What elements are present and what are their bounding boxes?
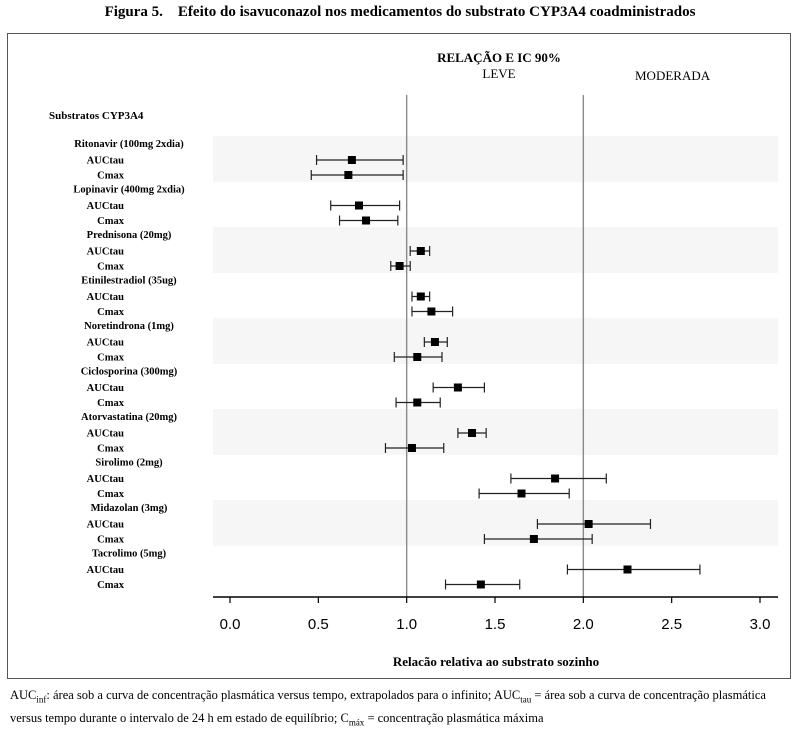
point-estimate-0-1 bbox=[344, 171, 353, 179]
substrate-name-2: Prednisona (20mg) bbox=[87, 230, 172, 241]
substrate-name-7: Sirolimo (2mg) bbox=[95, 458, 163, 469]
footnote-aucinf-sub: inf bbox=[36, 694, 47, 705]
row-label-6-1: Cmax bbox=[97, 444, 125, 455]
row-label-4-0: AUCtau bbox=[87, 338, 124, 349]
point-estimate-0-0 bbox=[347, 156, 356, 164]
point-estimate-5-1 bbox=[413, 398, 422, 407]
point-estimate-1-0 bbox=[354, 201, 363, 210]
substrate-name-1: Lopinavir (400mg 2xdia) bbox=[73, 185, 185, 196]
footnote: AUCinf: área sob a curva de concentração… bbox=[10, 686, 795, 731]
point-estimate-7-1 bbox=[517, 489, 526, 498]
point-estimate-3-1 bbox=[427, 307, 436, 316]
x-tick-label-6: 3.0 bbox=[750, 616, 771, 633]
substrate-name-5: Ciclosporina (300mg) bbox=[81, 367, 178, 378]
row-label-0-0: AUCtau bbox=[87, 156, 124, 167]
x-tick-label-1: 0.5 bbox=[308, 616, 329, 633]
footnote-aucinf-def: : área sob a curva de concentração plasm… bbox=[46, 688, 494, 702]
band-label-moderada: MODERADA bbox=[635, 68, 711, 83]
point-estimate-8-0 bbox=[584, 520, 593, 528]
row-label-5-0: AUCtau bbox=[87, 383, 124, 394]
substrate-name-6: Atorvastatina (20mg) bbox=[81, 412, 177, 423]
point-estimate-5-0 bbox=[453, 383, 462, 392]
figure-title: Figura 5. Efeito do isavuconazol nos med… bbox=[0, 4, 800, 21]
row-label-2-0: AUCtau bbox=[87, 247, 124, 258]
row-band-4 bbox=[213, 318, 778, 364]
point-estimate-7-0 bbox=[551, 474, 560, 483]
footnote-cmax-def: = concentração plasmática máxima bbox=[364, 710, 544, 725]
point-estimate-6-0 bbox=[468, 429, 477, 437]
band-label-leve: LEVE bbox=[482, 66, 515, 81]
point-estimate-9-1 bbox=[476, 580, 485, 589]
row-label-3-0: AUCtau bbox=[87, 292, 124, 303]
point-estimate-6-1 bbox=[407, 444, 416, 452]
row-label-0-1: Cmax bbox=[97, 171, 125, 182]
forest-plot: RELAÇÃO E IC 90%LEVE MODERADA Substratos C… bbox=[49, 50, 778, 669]
point-estimate-8-1 bbox=[529, 535, 538, 543]
row-label-7-0: AUCtau bbox=[87, 474, 124, 485]
row-band-6 bbox=[213, 409, 778, 455]
row-label-8-1: Cmax bbox=[97, 535, 125, 546]
figure-number: Figura 5. bbox=[104, 4, 163, 20]
point-estimate-9-0 bbox=[623, 565, 632, 574]
chart-title: RELAÇÃO E IC 90% bbox=[437, 50, 561, 65]
row-label-1-1: Cmax bbox=[97, 216, 125, 227]
point-estimate-4-0 bbox=[430, 338, 439, 346]
row-label-9-0: AUCtau bbox=[87, 565, 124, 576]
figure-caption: Efeito do isavuconazol nos medicamentos … bbox=[177, 4, 696, 20]
row-label-4-1: Cmax bbox=[97, 353, 125, 364]
x-tick-label-0: 0.0 bbox=[220, 616, 241, 633]
row-label-3-1: Cmax bbox=[97, 307, 125, 318]
footnote-auctau-sub: tau bbox=[520, 694, 532, 705]
row-band-2 bbox=[213, 227, 778, 273]
substrate-name-8: Midazolan (3mg) bbox=[91, 503, 168, 514]
substrate-name-0: Ritonavir (100mg 2xdia) bbox=[74, 139, 184, 150]
substrate-name-4: Noretindrona (1mg) bbox=[84, 321, 174, 332]
footnote-auctau-def: = área sob a curva de concentração plasm… bbox=[10, 688, 766, 725]
x-tick-label-5: 2.5 bbox=[661, 616, 682, 633]
row-label-8-0: AUCtau bbox=[87, 520, 124, 531]
row-label-1-0: AUCtau bbox=[87, 201, 124, 212]
footnote-cmax-sub: máx bbox=[348, 717, 365, 727]
row-label-7-1: Cmax bbox=[97, 489, 125, 500]
substrate-name-3: Etinilestradiol (35ug) bbox=[81, 276, 177, 287]
x-axis-label: Relacão relativa ao substrato sozinho bbox=[393, 654, 599, 669]
footnote-cmax-label: C bbox=[340, 710, 349, 725]
group-header: Substratos CYP3A4 bbox=[49, 110, 144, 122]
point-estimate-2-0 bbox=[416, 247, 425, 255]
point-estimate-4-1 bbox=[413, 353, 422, 361]
x-tick-label-3: 1.5 bbox=[485, 616, 506, 633]
row-label-5-1: Cmax bbox=[97, 398, 125, 409]
footnote-aucinf-label: AUC bbox=[10, 688, 37, 702]
x-tick-label-2: 1.0 bbox=[396, 616, 417, 633]
row-label-9-1: Cmax bbox=[97, 580, 125, 591]
point-estimate-1-1 bbox=[362, 216, 371, 225]
point-estimate-3-0 bbox=[416, 292, 425, 301]
row-band-8 bbox=[213, 500, 778, 546]
x-tick-label-4: 2.0 bbox=[573, 616, 594, 633]
row-label-2-1: Cmax bbox=[97, 262, 125, 273]
chart-frame: RELAÇÃO E IC 90% LEVE MODERADA Substratos C… bbox=[7, 33, 791, 679]
row-label-6-0: AUCtau bbox=[87, 429, 124, 440]
point-estimate-2-1 bbox=[395, 262, 404, 270]
footnote-auctau-label: AUC bbox=[493, 688, 521, 702]
row-band-0 bbox=[213, 136, 778, 182]
substrate-name-9: Tacrolimo (5mg) bbox=[92, 549, 167, 560]
